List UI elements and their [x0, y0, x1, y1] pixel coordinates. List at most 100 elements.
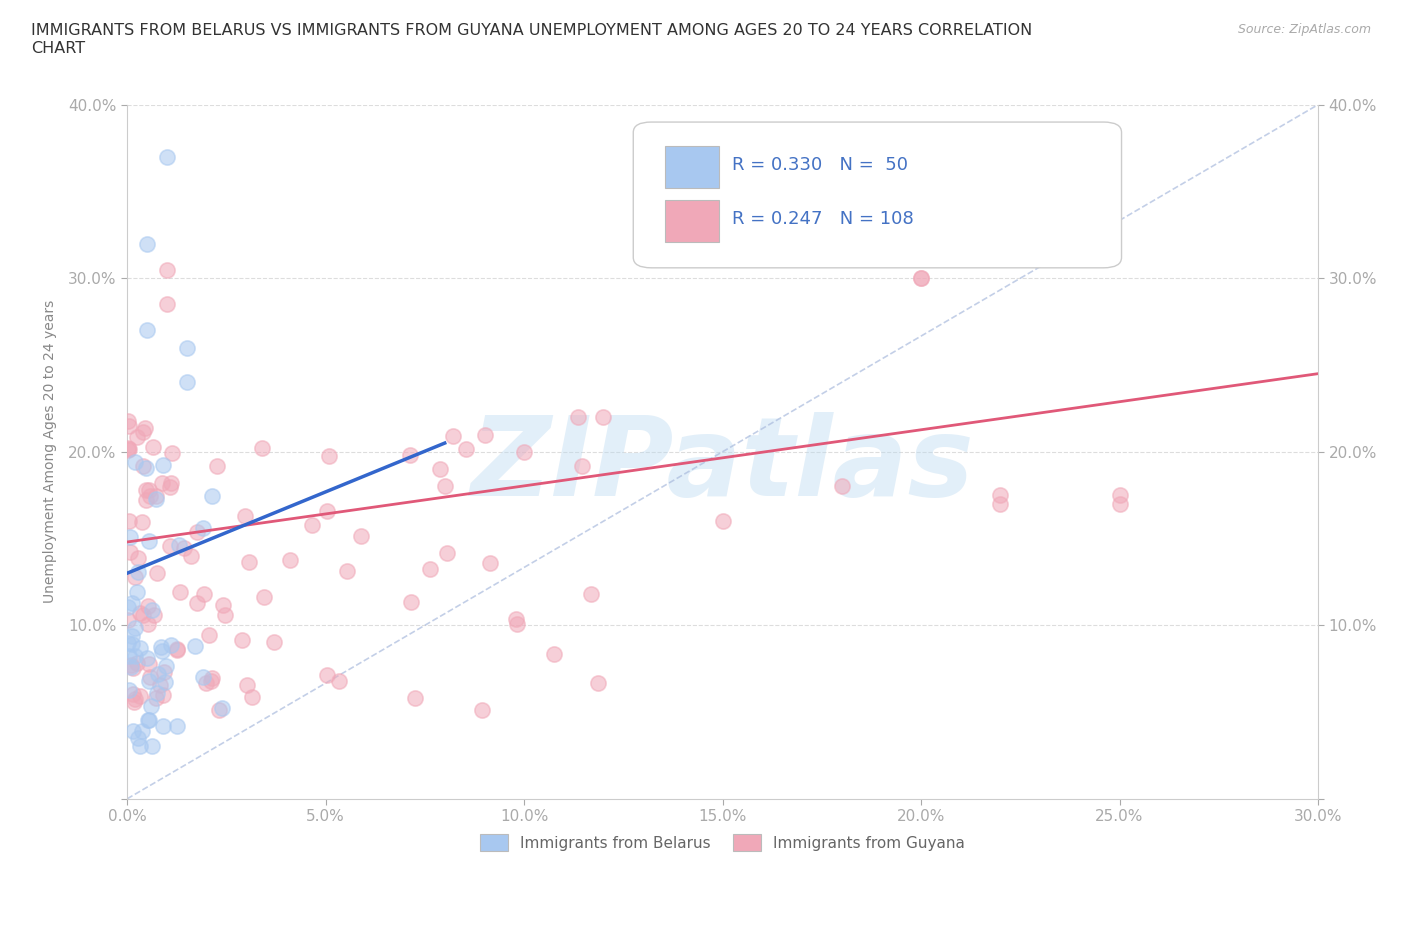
- Point: [142, 608, 165, 623]
- Point: [131, 514, 153, 529]
- Point: [478, 555, 501, 570]
- Point: [153, 674, 176, 689]
- Point: [122, 694, 145, 709]
- Point: [513, 445, 536, 459]
- Point: [184, 639, 207, 654]
- Point: [278, 552, 301, 567]
- Point: [1108, 487, 1130, 502]
- Point: [145, 691, 167, 706]
- Point: [186, 525, 208, 539]
- Point: [120, 659, 142, 674]
- Point: [167, 538, 190, 552]
- Text: R = 0.247   N = 108: R = 0.247 N = 108: [733, 210, 914, 228]
- Point: [166, 719, 188, 734]
- Point: [156, 297, 179, 312]
- Point: [399, 447, 422, 462]
- Point: [194, 675, 217, 690]
- Point: [208, 703, 231, 718]
- Y-axis label: Unemployment Among Ages 20 to 24 years: Unemployment Among Ages 20 to 24 years: [44, 300, 58, 604]
- Point: [118, 442, 141, 457]
- Point: [145, 491, 167, 506]
- Point: [127, 565, 149, 579]
- Point: [138, 534, 160, 549]
- FancyBboxPatch shape: [665, 201, 718, 242]
- Point: [506, 617, 529, 631]
- Point: [441, 429, 464, 444]
- Point: [318, 448, 340, 463]
- Point: [122, 687, 145, 702]
- Text: ZIPatlas: ZIPatlas: [471, 412, 974, 519]
- Point: [127, 551, 149, 565]
- Point: [125, 585, 148, 600]
- Point: [152, 458, 174, 472]
- Point: [1108, 497, 1130, 512]
- Point: [122, 724, 145, 738]
- Point: [419, 562, 441, 577]
- Point: [990, 487, 1012, 502]
- Point: [131, 607, 153, 622]
- Point: [910, 271, 932, 286]
- Point: [132, 458, 155, 473]
- Point: [200, 673, 222, 688]
- Text: R = 0.330   N =  50: R = 0.330 N = 50: [733, 156, 908, 174]
- Point: [117, 414, 139, 429]
- Point: [301, 518, 323, 533]
- Point: [205, 458, 228, 473]
- Point: [139, 670, 162, 684]
- Point: [328, 674, 350, 689]
- Point: [149, 678, 172, 693]
- Point: [152, 665, 174, 680]
- Point: [127, 731, 149, 746]
- Point: [176, 340, 198, 355]
- Point: [136, 236, 159, 251]
- Point: [152, 687, 174, 702]
- Point: [180, 548, 202, 563]
- Point: [214, 608, 236, 623]
- Point: [505, 611, 527, 626]
- Point: [121, 629, 143, 644]
- Point: [193, 670, 215, 684]
- Point: [592, 409, 614, 424]
- Point: [831, 479, 853, 494]
- Text: Source: ZipAtlas.com: Source: ZipAtlas.com: [1237, 23, 1371, 36]
- Point: [124, 569, 146, 584]
- FancyBboxPatch shape: [665, 146, 718, 188]
- Point: [150, 644, 173, 658]
- Point: [136, 323, 159, 338]
- Point: [117, 418, 139, 433]
- Point: [711, 513, 734, 528]
- Point: [141, 603, 163, 618]
- Point: [211, 700, 233, 715]
- Point: [193, 586, 215, 601]
- Point: [186, 595, 208, 610]
- Point: [543, 647, 565, 662]
- Point: [121, 596, 143, 611]
- Point: [166, 642, 188, 657]
- Point: [212, 598, 235, 613]
- Point: [117, 613, 139, 628]
- Point: [263, 634, 285, 649]
- Point: [124, 648, 146, 663]
- Point: [404, 690, 426, 705]
- Point: [169, 585, 191, 600]
- Point: [118, 530, 141, 545]
- Point: [118, 514, 141, 529]
- Point: [131, 724, 153, 738]
- Point: [124, 621, 146, 636]
- Point: [990, 497, 1012, 512]
- Text: IMMIGRANTS FROM BELARUS VS IMMIGRANTS FROM GUYANA UNEMPLOYMENT AMONG AGES 20 TO : IMMIGRANTS FROM BELARUS VS IMMIGRANTS FR…: [31, 23, 1032, 56]
- Point: [145, 488, 167, 503]
- Point: [142, 439, 165, 454]
- Point: [129, 641, 152, 656]
- Point: [160, 638, 183, 653]
- Point: [173, 540, 195, 555]
- Point: [198, 627, 221, 642]
- Point: [315, 667, 337, 682]
- Point: [135, 460, 157, 475]
- Point: [250, 441, 273, 456]
- Point: [238, 554, 260, 569]
- Point: [121, 660, 143, 675]
- Point: [117, 635, 139, 650]
- Point: [579, 587, 602, 602]
- Point: [145, 566, 167, 581]
